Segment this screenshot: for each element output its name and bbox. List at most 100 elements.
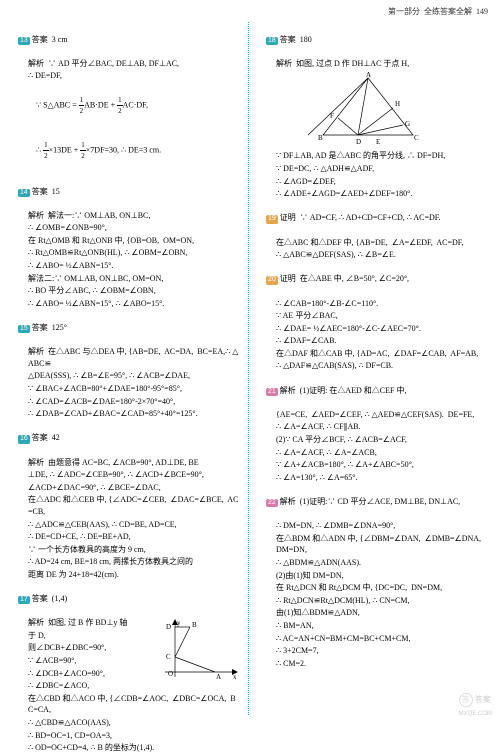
- q22-l4: ∴ △BDM≌△ADN(AAS).: [258, 557, 488, 569]
- right-column: 18答案 180 解析 如图, 过点 D 作 DH⊥AC 于点 H, A B C…: [258, 22, 488, 670]
- q16-l7: ∵ 一个长方体教具的高度为 9 cm,: [10, 544, 240, 556]
- q18-l3: ∵ DE=DC, ∴ △ADH≌△ADF,: [258, 163, 488, 175]
- q13-l3b: AB·DE +: [84, 100, 117, 109]
- q16-l4r: 在△ADC 和△CEB 中, {∠ADC=∠CEB, ∠DAC=∠BCE, AC…: [10, 494, 240, 517]
- q14-l7: ∴ BO 平分∠ABC, ∴ ∠OBM=∠OBN,: [10, 285, 240, 297]
- q15-l5: ∴ ∠CAD=∠ACB=∠DAE=180°-2×70°=40°,: [10, 396, 240, 408]
- q19-label: 证明: [280, 213, 296, 222]
- svg-text:C: C: [166, 653, 171, 661]
- q22-l5: (2)由(1)知 DM=DN,: [258, 570, 488, 582]
- q17-l8: ∴ △CBD≌△ACO(AAS),: [10, 717, 240, 729]
- q17-l1: 如图, 过 B 作 BD⊥y 轴: [48, 618, 127, 627]
- q14-expl-label: 解析: [28, 211, 44, 220]
- q16-head: 16答案 42: [10, 421, 240, 456]
- q20-l4: ∴ ∠DAE= ½∠AEC=180°-∠C-∠AEC=70°.: [258, 323, 488, 335]
- q13-label: 答案: [32, 35, 48, 44]
- q13-l4c: ×7DF=30, ∴ DE=3 cm.: [86, 146, 161, 155]
- watermark-text: 答案: [475, 695, 491, 704]
- q18-num: 18: [266, 37, 278, 45]
- q16-l3: ∠ACD+∠DAC=90°, ∴ ∠BCE=∠DAC,: [10, 482, 240, 494]
- q14-l2: ∴ ∠OMB=∠ONB=90°,: [10, 222, 240, 234]
- q16-e: 解析 由题意得 AC=BC, ∠ACB=90°, AD⊥DE, BE: [10, 457, 240, 469]
- q13-head: 13答案 3 cm: [10, 22, 240, 57]
- q22-l2: ∴ DM=DN, ∴ ∠DMB=∠DNA=90°,: [258, 520, 488, 532]
- q17-num: 17: [18, 596, 30, 604]
- q22-l11: ∴ 3+2CM=7,: [258, 645, 488, 657]
- q14-l5: ∴ ∠ABO= ½∠ABN=15°.: [10, 260, 240, 272]
- q21-l6: ∴ ∠A=130°, ∴ ∠A=65°.: [258, 472, 488, 484]
- q17-l2: 于 D,: [10, 630, 150, 642]
- q13-num: 13: [18, 37, 30, 45]
- q15-br: {AB=DE, AC=DA, BC=EA,: [128, 347, 225, 356]
- q14-l3: 在 Rt△OMB 和 Rt△ONB 中,: [28, 236, 125, 245]
- svg-text:A: A: [366, 71, 371, 79]
- q18-ans: 180: [300, 35, 312, 44]
- svg-text:E: E: [376, 138, 380, 146]
- q14-l3r: 在 Rt△OMB 和 Rt△ONB 中, {OB=OB, OM=ON,: [10, 235, 240, 247]
- q19-head: 19证明 ∵ AD=CF, ∴ AD+CD=CF+CD, ∴ AC=DF.: [258, 201, 488, 236]
- q22-l10: ∴ AC=AN+CN=BM+CM=BC+CM+CM,: [258, 633, 488, 645]
- q20-head: 20证明 在△ABE 中, ∠B=50°, ∠C=20°,: [258, 262, 488, 297]
- q19-l1: ∵ AD=CF, ∴ AD+CD=CF+CD, ∴ AC=DF.: [300, 213, 441, 222]
- q22-l9: ∴ BM=AN,: [258, 620, 488, 632]
- q21-head: 21解析 (1)证明: 在△AED 和△CEF 中,: [258, 373, 488, 408]
- q20-l6: 在△DAF 和△CAB 中,: [276, 349, 354, 358]
- q17-head: 17答案 (1,4): [10, 582, 240, 617]
- q16-expl-label: 解析: [28, 458, 44, 467]
- q20-l6r: 在△DAF 和△CAB 中, {AD=AC, ∠DAF=∠CAB, AF=AB,: [258, 348, 488, 360]
- svg-text:H: H: [395, 100, 400, 108]
- q21-l2: ∴ ∠A=∠ACF, ∴ CF∥AB.: [258, 421, 488, 433]
- q15-l1: 在△ABC 与△DEA 中,: [48, 347, 126, 356]
- q15-label: 答案: [32, 323, 48, 332]
- pagenum: 149: [476, 7, 488, 16]
- svg-text:x: x: [233, 673, 237, 681]
- q21-br1: {AE=CE, ∠AED=∠CEF, ∴ △AED≌△CEF(SAS). DE=…: [258, 409, 488, 421]
- q21-l3: (2)∵ CA 平分∠BCF, ∴ ∠ACB=∠ACF,: [258, 434, 488, 446]
- q19-br: {AB=DE, ∠A=∠EDF, AC=DF,: [356, 238, 464, 247]
- q22-br2: {DC=DC, DN=DM,: [375, 583, 443, 592]
- q14-br: {OB=OB, OM=ON,: [127, 236, 195, 245]
- q20-l2: ∴ ∠CAB=180°-∠B-∠C=110°.: [258, 298, 488, 310]
- q20-label: 证明: [280, 274, 296, 283]
- q22-l12: ∴ CM=2.: [258, 658, 488, 670]
- q16-l1: 由题意得 AC=BC, ∠ACB=90°, AD⊥DE, BE: [48, 458, 199, 467]
- q22-l7: ∴ Rt△DCN≌Rt△DCM(HL), ∴ CN=CM,: [258, 595, 488, 607]
- q17-l9: ∴ BD=OC=1, CD=OA=3,: [10, 730, 240, 742]
- q13-l4a: ∴: [36, 146, 43, 155]
- q15-expl-label: 解析: [28, 347, 44, 356]
- q13-expl: 解析 ∵ AD 平分∠BAC, DE⊥AB, DF⊥AC,: [10, 58, 240, 70]
- q18-l5: ∴ ∠ADE+∠AGD=∠AED+∠DEF=180°.: [258, 188, 488, 200]
- q20-l5: ∴ ∠DAF=∠CAB.: [258, 335, 488, 347]
- q16-l4: 在△ADC 和△CEB 中,: [28, 495, 106, 504]
- q16-l6: ∴ DE=CD+CE, ∴ DE=BE+AD,: [10, 531, 240, 543]
- q14-l6: 解法二:∵ OM⊥AB, ON⊥BC, OM=ON,: [10, 273, 240, 285]
- q18-l4: ∴ ∠AGD=∠DEF,: [258, 176, 488, 188]
- q14-e: 解析 解法一:∵ OM⊥AB, ON⊥BC,: [10, 210, 240, 222]
- q14-l4: ∴ Rt△OMB≌Rt△ONB(HL), ∴ ∠OBM=∠OBN,: [10, 247, 240, 259]
- q15-l6: ∴ ∠DAB=∠CAD+∠BAC=∠CAD=85°+40°=125°.: [10, 408, 240, 420]
- q20-l3: ∵ AE 平分∠BAC,: [258, 310, 488, 322]
- q13-l3a: ∵ S△ABC =: [36, 100, 79, 109]
- q13-l3c: AC·DF,: [123, 100, 148, 109]
- svg-text:C: C: [414, 134, 419, 142]
- q18-e: 解析 如图, 过点 D 作 DH⊥AC 于点 H,: [258, 58, 488, 70]
- q15-ans: 125°: [52, 323, 67, 332]
- q13-l2: ∴ DE=DF,: [10, 70, 240, 82]
- q16-ans: 42: [52, 433, 60, 442]
- q22-l3r: 在△BDM 和△ADN 中, {∠DBM=∠DAN, ∠DMB=∠DNA, DM…: [258, 533, 488, 556]
- q22-l6: 在 Rt△DCN 和 Rt△DCM 中,: [276, 583, 373, 592]
- svg-text:A: A: [216, 673, 221, 681]
- q22-label: 解析: [280, 497, 296, 506]
- page-header: 第一部分 全练答案全解 149: [388, 6, 488, 18]
- q21-l1: (1)证明: 在△AED 和△CEF 中,: [300, 386, 407, 395]
- q13-l4: ∴ 12×13DE + 12×7DF=30, ∴ DE=3 cm.: [10, 128, 240, 172]
- q17-l7: 在△CBD 和△ACO 中,: [28, 694, 107, 703]
- watermark-badge: 答: [459, 693, 473, 707]
- q21-num: 21: [266, 388, 278, 396]
- q16-l8: ∴ AD=24 cm, BE=18 cm, 两摞长方体教具之间的: [10, 556, 240, 568]
- q20-num: 20: [266, 276, 278, 284]
- q21-l4: ∴ ∠A=∠ACF, ∴ ∠A=∠ACB,: [258, 447, 488, 459]
- q14-l1: 解法一:∵ OM⊥AB, ON⊥BC,: [48, 211, 150, 220]
- q13-ans: 3 cm: [52, 35, 68, 44]
- q17-ans: (1,4): [52, 594, 67, 603]
